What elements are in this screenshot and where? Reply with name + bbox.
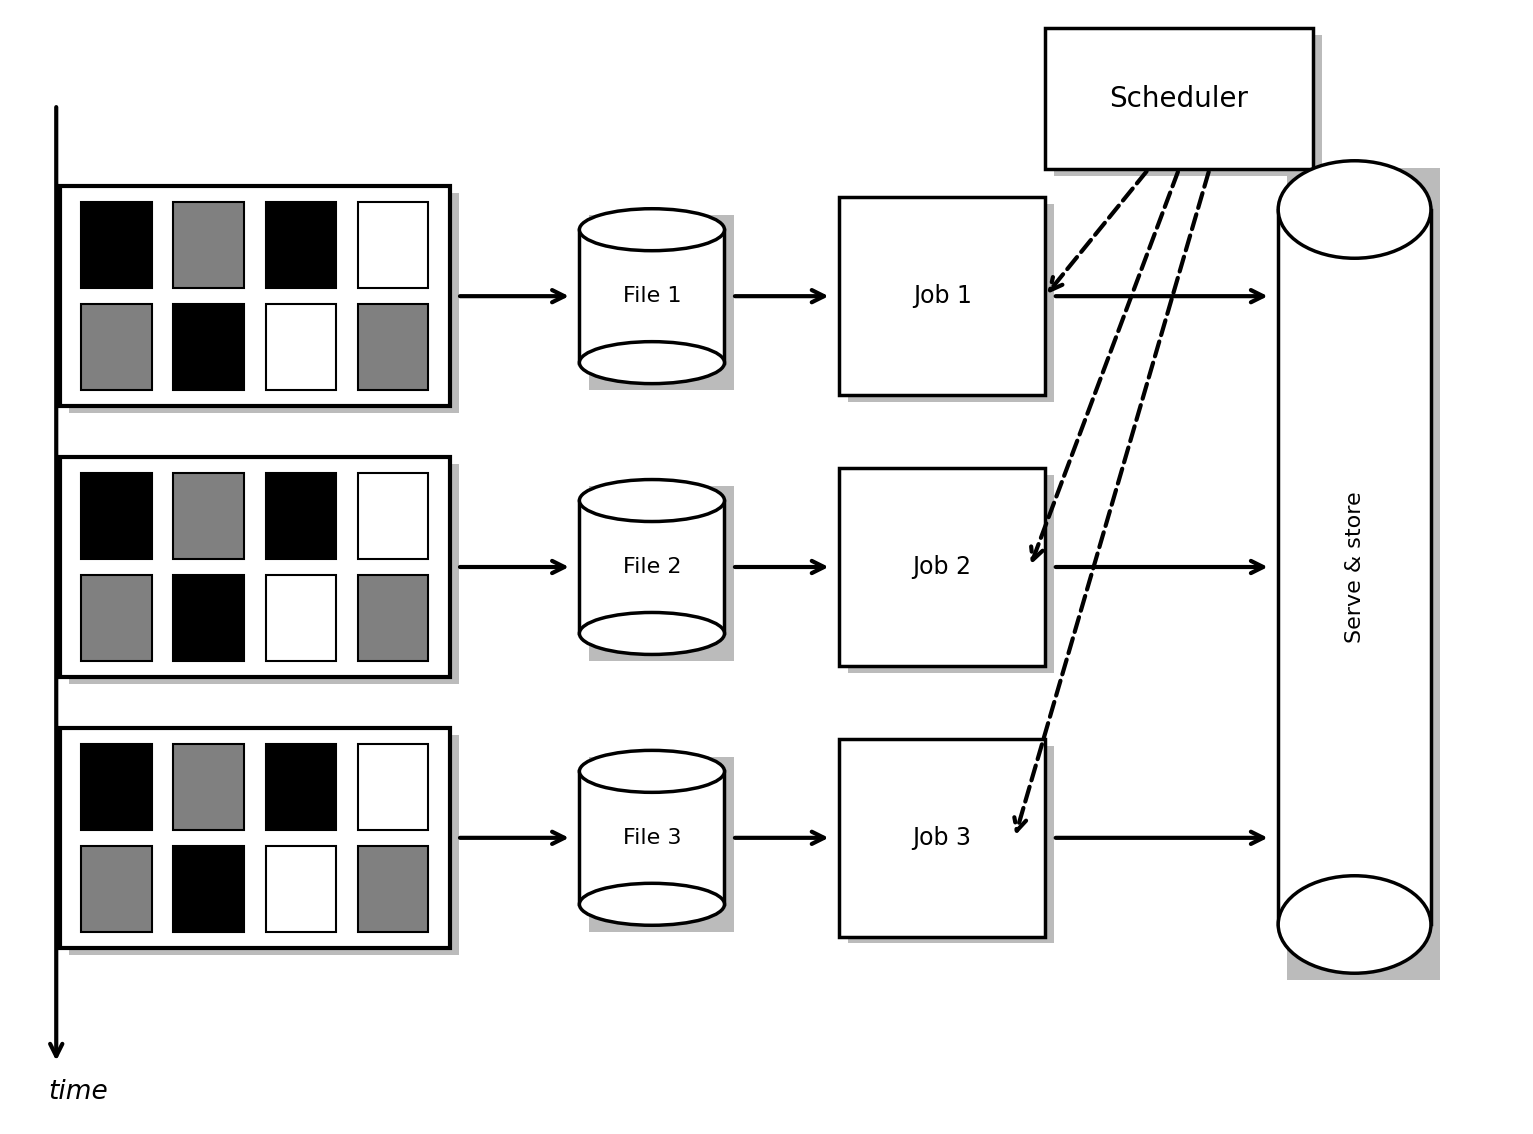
Bar (81, 744, 152, 830)
Ellipse shape (579, 883, 725, 925)
Bar (839, 468, 1046, 666)
Bar (265, 202, 336, 288)
Bar (81, 202, 152, 288)
Ellipse shape (579, 341, 725, 383)
Text: File 3: File 3 (622, 828, 681, 848)
Bar (1279, 210, 1430, 924)
Ellipse shape (579, 209, 725, 251)
Bar (848, 475, 1055, 672)
Bar (357, 846, 428, 932)
Bar (173, 202, 244, 288)
Ellipse shape (579, 612, 725, 654)
Bar (265, 744, 336, 830)
Bar (357, 473, 428, 559)
Text: Scheduler: Scheduler (1110, 85, 1248, 112)
Ellipse shape (579, 480, 725, 522)
Bar (589, 758, 734, 932)
Bar (579, 230, 725, 363)
Bar (173, 846, 244, 932)
Bar (357, 304, 428, 390)
Bar (579, 500, 725, 634)
Bar (589, 215, 734, 390)
Bar (357, 744, 428, 830)
Bar (81, 846, 152, 932)
Bar (589, 486, 734, 661)
Text: time: time (49, 1078, 109, 1105)
Bar (357, 575, 428, 661)
Bar (81, 304, 152, 390)
Bar (265, 304, 336, 390)
Text: Serve & store: Serve & store (1344, 491, 1364, 643)
Ellipse shape (1279, 875, 1430, 973)
Bar (69, 464, 458, 684)
Bar (848, 746, 1055, 943)
Bar (173, 473, 244, 559)
Bar (1288, 168, 1439, 980)
Bar (357, 202, 428, 288)
Bar (839, 197, 1046, 395)
Bar (60, 728, 449, 948)
Bar (265, 575, 336, 661)
Bar (839, 739, 1046, 937)
Bar (848, 204, 1055, 401)
Ellipse shape (579, 751, 725, 793)
Text: Job 1: Job 1 (912, 285, 972, 308)
Bar (173, 744, 244, 830)
Bar (1055, 35, 1321, 176)
Bar (1046, 28, 1312, 169)
Bar (173, 575, 244, 661)
Text: Job 3: Job 3 (912, 826, 972, 849)
Bar (81, 473, 152, 559)
Bar (69, 193, 458, 413)
Text: File 1: File 1 (622, 286, 681, 306)
Text: Job 2: Job 2 (912, 555, 972, 579)
Bar (69, 735, 458, 955)
Bar (60, 457, 449, 677)
Bar (265, 846, 336, 932)
Ellipse shape (1279, 161, 1430, 259)
Bar (60, 186, 449, 406)
Bar (265, 473, 336, 559)
Bar (173, 304, 244, 390)
Text: File 2: File 2 (622, 557, 681, 577)
Bar (81, 575, 152, 661)
Bar (579, 771, 725, 904)
